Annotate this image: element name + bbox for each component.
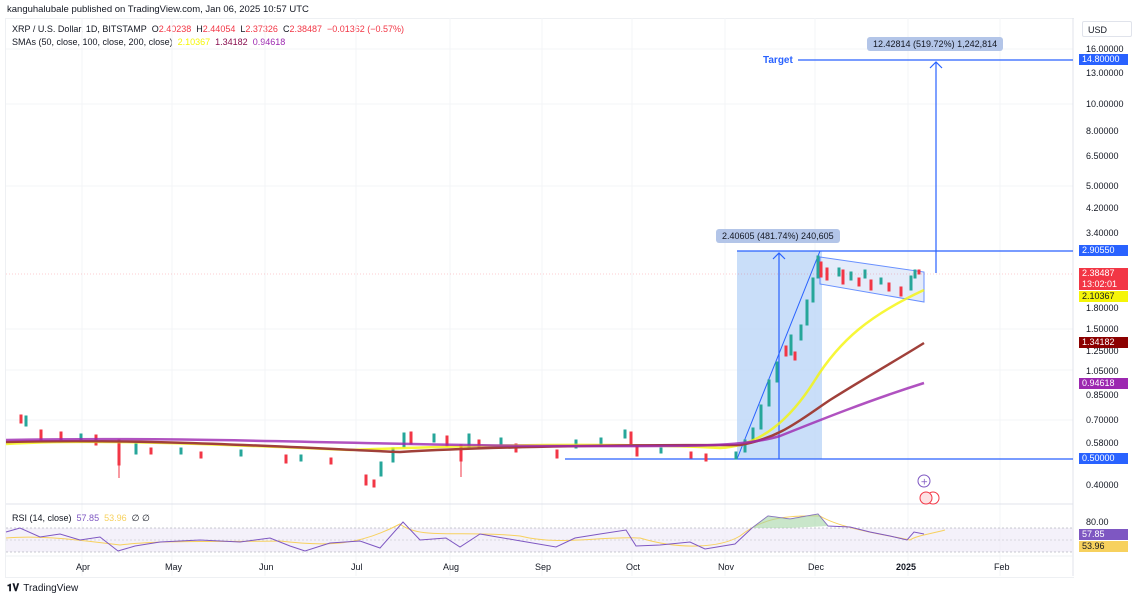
time-label-aug: Aug <box>443 562 460 572</box>
rsi-ma-value: 53.96 <box>104 513 127 523</box>
time-label-jul: Jul <box>351 562 363 572</box>
rsi-na-values: ∅ ∅ <box>131 513 150 523</box>
time-label-oct: Oct <box>626 562 641 572</box>
ohlc-row: XRP / U.S. Dollar, 1D, BITSTAMP O2.40238… <box>12 24 405 34</box>
svg-text:1.05000: 1.05000 <box>1086 366 1119 376</box>
target-range-tooltip: 12.42814 (519.72%) 1,242,814 <box>867 37 1004 51</box>
svg-text:1.50000: 1.50000 <box>1086 324 1119 334</box>
time-label-may: May <box>165 562 183 572</box>
time-label-sep: Sep <box>535 562 552 572</box>
svg-text:0.40000: 0.40000 <box>1086 480 1119 490</box>
gridlines <box>6 18 1073 576</box>
publisher-line: kanguhalubale published on TradingView.c… <box>7 4 309 15</box>
sma200-line[interactable] <box>5 381 925 448</box>
svg-text:0.58000: 0.58000 <box>1086 438 1119 448</box>
chart-legend: XRP / U.S. Dollar, 1D, BITSTAMP O2.40238… <box>12 23 404 49</box>
svg-text:10.00000: 10.00000 <box>1086 99 1124 109</box>
chart-frame <box>5 18 1074 578</box>
svg-text:80.00: 80.00 <box>1086 517 1109 527</box>
rsi-legend: RSI (14, close) 57.85 53.96 ∅ ∅ <box>12 513 150 524</box>
rally-range-tooltip: 2.40605 (481.74%) 240,605 <box>716 229 840 243</box>
high-value: 2.44054 <box>202 24 236 34</box>
time-label-dec: Dec <box>808 562 825 572</box>
sma-title[interactable]: SMAs (50, close, 100, close, 200, close) <box>12 37 173 47</box>
svg-text:6.50000: 6.50000 <box>1086 151 1119 161</box>
rsi-title[interactable]: RSI (14, close) <box>12 513 72 523</box>
svg-text:8.00000: 8.00000 <box>1086 126 1119 136</box>
target-price-tag[interactable]: 14.80000 <box>1079 54 1128 65</box>
svg-text:3.40000: 3.40000 <box>1086 228 1119 238</box>
sma50-value: 2.10367 <box>177 37 211 47</box>
us-flag-event-icon[interactable] <box>919 491 933 505</box>
sma100-value: 1.34182 <box>215 37 248 47</box>
top-price-tag[interactable]: 2.90550 <box>1079 245 1128 256</box>
tradingview-logo-icon: 𝟏𝐕 <box>7 583 20 594</box>
rsi-value: 57.85 <box>76 513 100 523</box>
rsi-overbought-fill <box>752 514 828 528</box>
sma-row: SMAs (50, close, 100, close, 200, close)… <box>12 36 404 49</box>
time-label-nov: Nov <box>718 562 735 572</box>
svg-text:0.70000: 0.70000 <box>1086 415 1119 425</box>
svg-text:13.00000: 13.00000 <box>1086 68 1124 78</box>
rsi-value-tag[interactable]: 57.85 <box>1079 529 1128 540</box>
price-axis[interactable]: 16.00000 13.00000 10.00000 8.00000 6.500… <box>1086 44 1124 527</box>
svg-text:+: + <box>921 478 929 488</box>
bar-countdown-tag: 13:02:01 <box>1079 279 1128 290</box>
svg-text:0.85000: 0.85000 <box>1086 390 1119 400</box>
sma50-price-tag[interactable]: 2.10367 <box>1079 291 1128 302</box>
base-price-tag[interactable]: 0.50000 <box>1079 453 1128 464</box>
time-label-jun: Jun <box>259 562 274 572</box>
time-label-2025: 2025 <box>896 562 917 572</box>
svg-text:5.00000: 5.00000 <box>1086 181 1119 191</box>
sma100-price-tag[interactable]: 1.34182 <box>1079 337 1128 348</box>
tradingview-logo[interactable]: 𝟏𝐕 TradingView <box>7 583 78 594</box>
open-value: 2.40238 <box>158 24 192 34</box>
event-plus-icon[interactable] <box>917 474 931 488</box>
currency-selector[interactable]: USD <box>1082 21 1132 37</box>
rsi-ma-tag[interactable]: 53.96 <box>1079 541 1128 552</box>
change-value: −0.01362 (−0.57%) <box>327 24 405 34</box>
low-value: 2.37326 <box>245 24 278 34</box>
target-label: Target <box>763 55 793 66</box>
svg-text:4.20000: 4.20000 <box>1086 203 1119 213</box>
time-label-apr: Apr <box>76 562 91 572</box>
svg-text:16.00000: 16.00000 <box>1086 44 1124 54</box>
sma200-value: 0.94618 <box>252 37 286 47</box>
svg-text:1.25000: 1.25000 <box>1086 346 1119 356</box>
last-price-tag[interactable]: 2.38487 <box>1079 268 1128 279</box>
symbol-title[interactable]: XRP / U.S. Dollar, 1D, BITSTAMP <box>12 24 147 34</box>
sma200-price-tag[interactable]: 0.94618 <box>1079 378 1128 389</box>
close-value: 2.38487 <box>289 24 322 34</box>
time-label-feb: Feb <box>994 562 1010 572</box>
svg-text:1.80000: 1.80000 <box>1086 303 1119 313</box>
brand-name: TradingView <box>23 583 79 594</box>
rsi-ma-line[interactable] <box>5 515 946 547</box>
trend-line[interactable] <box>736 250 821 460</box>
